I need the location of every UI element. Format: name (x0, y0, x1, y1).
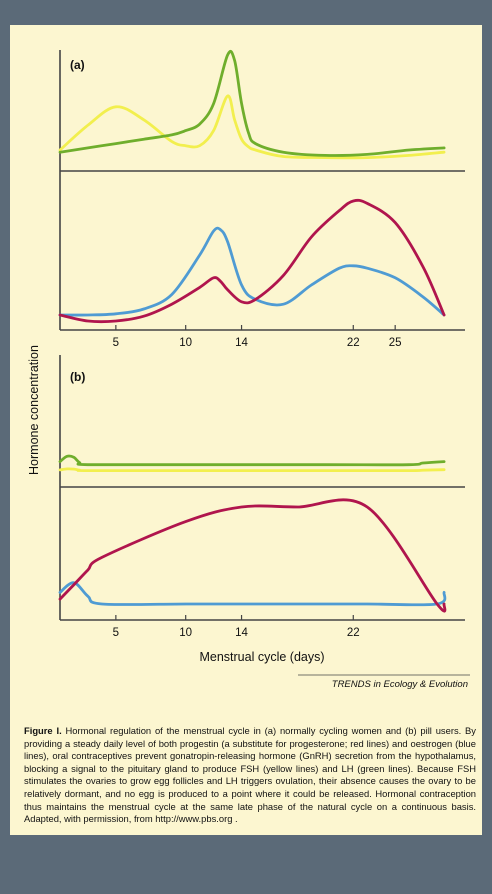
x-tick-label: 5 (113, 337, 119, 349)
x-tick-label: 14 (235, 337, 248, 349)
x-tick-label: 10 (179, 337, 192, 349)
series-line-fsh (58, 94, 446, 160)
series-line-lh (58, 454, 446, 467)
series-line-progestin (58, 198, 446, 324)
caption-text: Hormonal regulation of the menstrual cyc… (24, 725, 476, 825)
series-line-fsh (58, 467, 446, 473)
tick-layer: 5 10 14 22 25 5 10 14 22 (113, 325, 402, 639)
x-tick-label: 5 (113, 627, 119, 639)
series-line-progestin (58, 498, 447, 613)
x-tick-label: 10 (179, 627, 192, 639)
x-tick-label: 14 (235, 627, 248, 639)
panel-b-frame (59, 355, 465, 621)
figure-panel: Hormone concentration (a) (b) 5 10 14 22 25 5… (10, 25, 482, 835)
panel-a-frame (59, 50, 465, 331)
y-axis-title: Hormone concentration (27, 345, 41, 475)
x-tick-label: 22 (347, 337, 360, 349)
figure-caption: Figure I. Hormonal regulation of the men… (24, 725, 476, 826)
credit-text: TRENDS in Ecology & Evolution (332, 679, 468, 690)
x-tick-label: 25 (389, 337, 402, 349)
series-line-oestrogen (58, 226, 446, 317)
x-axis-title: Menstrual cycle (days) (199, 650, 324, 664)
series-line-oestrogen (58, 581, 447, 607)
panel-b-label: (b) (70, 370, 85, 384)
series-layer (58, 50, 447, 613)
x-tick-label: 22 (347, 627, 360, 639)
caption-label: Figure I. (24, 725, 62, 736)
hormone-figure: Hormone concentration (a) (b) 5 10 14 22 255… (27, 50, 470, 690)
panel-a-label: (a) (70, 58, 85, 72)
series-line-lh (58, 50, 446, 157)
